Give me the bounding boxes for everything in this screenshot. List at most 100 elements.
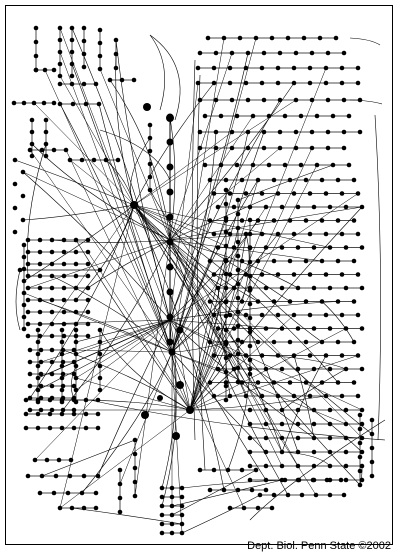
network-node [57,101,63,107]
network-edge [59,103,191,411]
network-node [227,65,233,71]
network-node [97,387,103,393]
network-node [25,237,31,243]
network-edge [27,239,171,289]
network-node [85,237,91,243]
network-node [57,505,63,511]
network-node [343,449,349,455]
network-node [85,321,91,327]
network-node [327,449,333,455]
network-edge [189,206,363,411]
network-node [327,421,333,427]
network-node [369,473,375,479]
network-node [279,366,285,372]
network-node [93,505,99,511]
network-node [12,205,18,211]
network-node [147,122,153,128]
network-edge [75,319,171,379]
network-node [307,393,313,399]
network-node [95,425,101,431]
network-node [239,177,245,183]
network-node [43,153,49,159]
network-node [309,50,315,56]
credit-label: Dept. Biol. Penn State ©2002 [247,540,391,552]
network-node [327,407,333,413]
network-edge [22,171,171,321]
network-edge [39,299,173,353]
network-node [357,97,363,103]
network-edge [62,349,191,411]
network-node [247,343,253,349]
network-node [225,467,231,473]
network-node [73,261,79,267]
network-node [147,148,153,154]
network-node [271,177,277,183]
network-node [359,285,365,291]
network-node [35,397,41,403]
network-node [96,101,102,107]
network-node [27,347,33,353]
network-edge [171,479,283,507]
network-node [56,457,62,463]
network-node [323,272,329,277]
network-node [323,191,329,196]
network-node [147,187,153,193]
network-node [25,333,31,339]
network-node [132,493,138,499]
network-node [218,162,224,168]
network-node [341,97,347,103]
network-node [279,421,285,427]
network-node [338,477,344,483]
network-edge [26,143,47,277]
network-node [25,261,31,267]
network-node [234,113,240,119]
network-edge [169,239,283,453]
network-edge [349,37,381,46]
network-node [339,191,345,196]
network-node [166,138,174,146]
network-node [263,285,269,291]
network-node [218,113,224,119]
network-edge [98,103,173,353]
network-edge [22,204,135,221]
network-edge [189,67,327,411]
network-node [73,285,79,291]
network-node [263,366,269,372]
network-node [17,267,23,273]
network-node [169,512,175,518]
network-node [259,231,265,237]
network-node [343,421,349,427]
network-node [266,162,272,168]
network-node [323,65,329,71]
network-node [97,267,103,273]
network-node [239,339,245,345]
network-node [247,435,253,441]
network-node [107,77,113,83]
network-node [85,309,91,315]
network-node [293,129,299,135]
network-node [73,327,79,333]
network-node [69,37,75,43]
network-node [60,359,66,365]
network-edge [133,204,373,435]
network-edge [65,149,191,411]
network-edge [14,159,135,206]
network-node [307,191,313,196]
network-edge [22,171,171,241]
network-node [186,406,194,414]
network-node [341,145,347,151]
network-node [23,425,29,431]
network-node [296,477,302,483]
network-node [355,65,361,71]
network-edge [189,259,227,411]
network-node [197,145,203,151]
network-edge [161,351,177,507]
network-node [73,339,79,345]
network-node [197,129,203,135]
network-node [351,177,357,183]
network-node [355,80,361,86]
network-node [285,492,291,498]
network-edge [33,102,135,206]
network-node [330,162,336,168]
network-edge [44,69,173,353]
